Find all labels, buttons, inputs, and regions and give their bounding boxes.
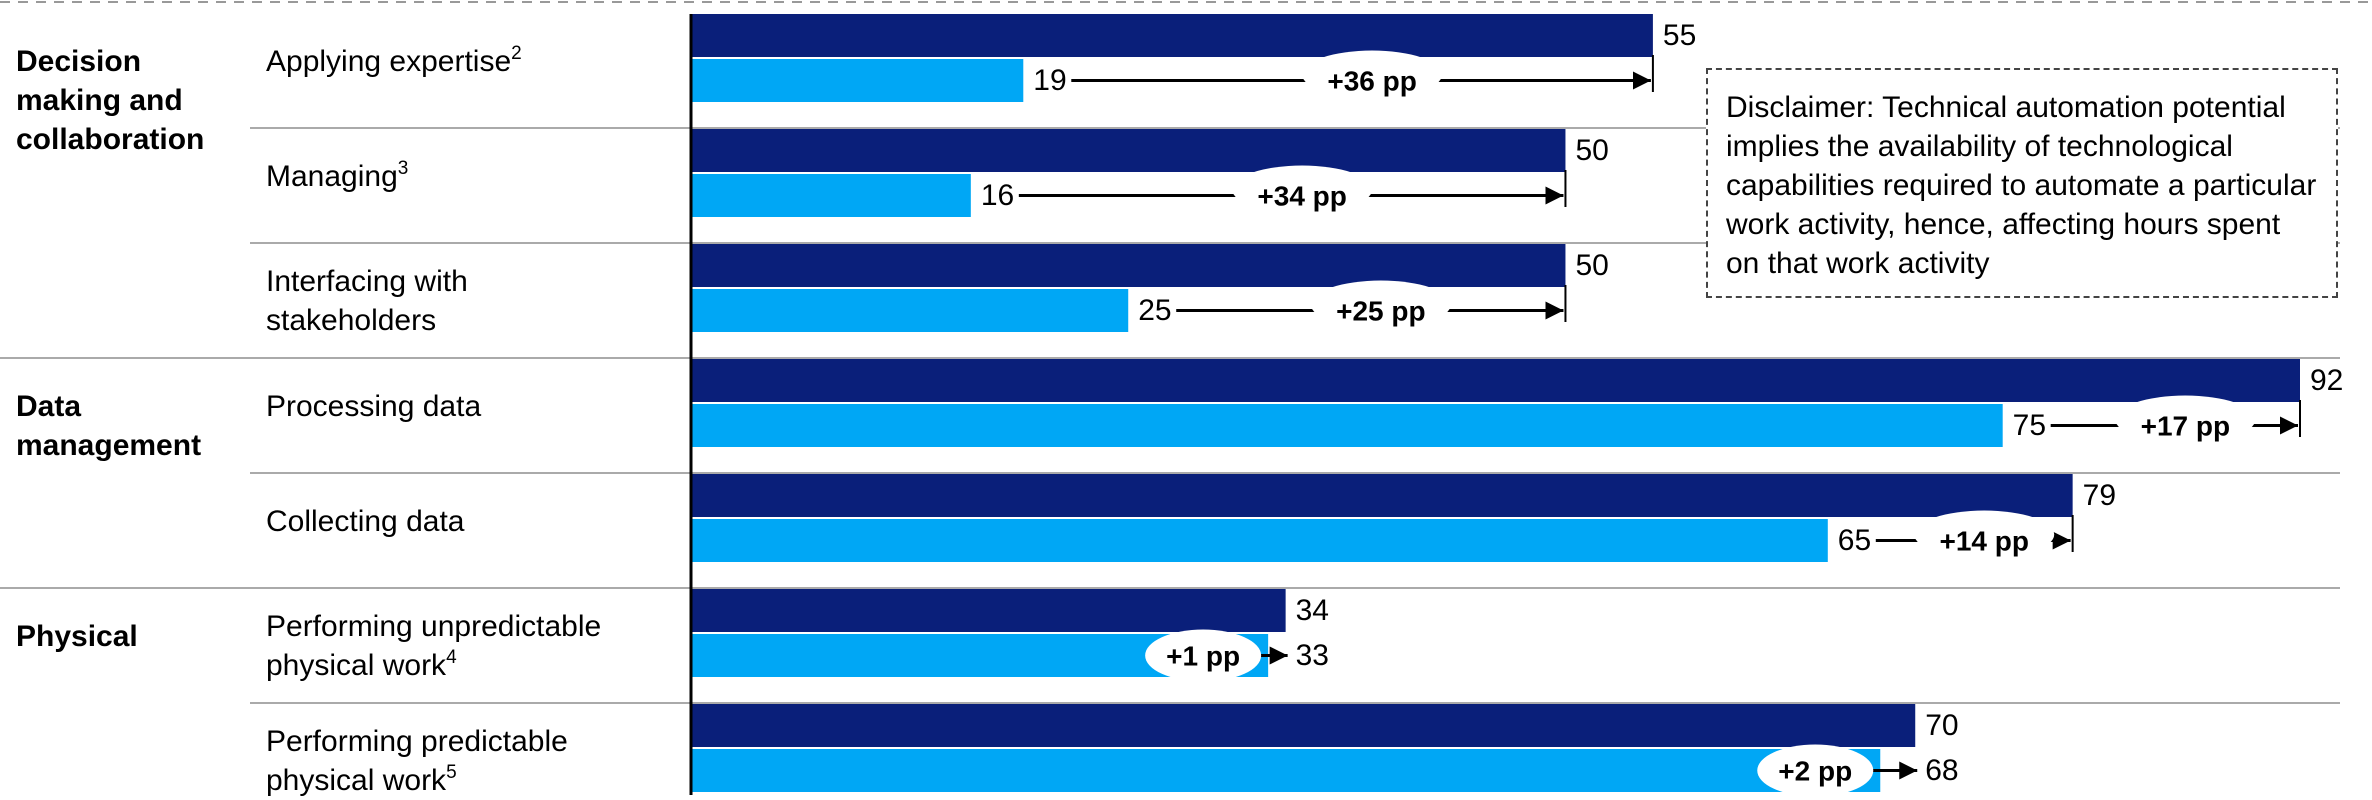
bar-series-1	[691, 359, 2300, 402]
activity-label: Processing data	[266, 387, 686, 426]
activity-label-text: Collecting data	[266, 505, 465, 538]
difference-label: +14 pp	[1939, 526, 2028, 557]
category-group-label: Decision making and collaboration	[16, 45, 205, 156]
category-group-label: Data management	[16, 390, 202, 462]
difference-bubble	[1310, 280, 1451, 329]
category-group-label: Physical	[16, 620, 138, 653]
difference-label: +17 pp	[2141, 411, 2230, 442]
difference-label: +1 pp	[1166, 641, 1240, 672]
footnote-marker: 5	[446, 762, 457, 783]
difference-bubble	[1232, 165, 1373, 214]
bar-series-2	[691, 404, 2003, 447]
bar-series-1	[691, 704, 1916, 747]
bar-series-2	[691, 749, 1881, 792]
activity-label-text: Interfacing with stakeholders	[266, 265, 468, 337]
footnote-marker: 4	[446, 647, 457, 668]
activity-label-text: Processing data	[266, 390, 482, 423]
data-label-series-2: 25	[1138, 294, 1171, 327]
activity-label: Applying expertise2	[266, 42, 686, 81]
difference-label: +25 pp	[1336, 296, 1425, 327]
difference-label: +36 pp	[1327, 66, 1416, 97]
difference-bubble	[1757, 744, 1874, 795]
difference-bubble	[1914, 510, 2055, 559]
data-label-series-1: 50	[1575, 249, 1608, 282]
difference-bubble	[1145, 629, 1262, 682]
data-label-series-2: 19	[1033, 64, 1066, 97]
activity-label: Performing unpredictable physical work4	[266, 607, 646, 685]
bar-series-1	[691, 474, 2073, 517]
activity-label-text: Applying expertise	[266, 45, 512, 78]
activity-label-text: Performing predictable physical work	[266, 725, 568, 797]
data-label-series-1: 70	[1925, 709, 1958, 742]
data-label-series-2: 33	[1296, 639, 1329, 672]
data-label-series-1: 55	[1663, 19, 1696, 52]
bar-series-2	[691, 519, 1828, 562]
data-label-series-2: 75	[2013, 409, 2046, 442]
difference-bubble	[1302, 50, 1443, 99]
data-label-series-1: 92	[2310, 364, 2343, 397]
difference-label: +34 pp	[1257, 181, 1346, 212]
activity-label: Managing3	[266, 157, 686, 196]
activity-label-text: Performing unpredictable physical work	[266, 610, 602, 682]
bar-series-2	[691, 289, 1129, 332]
data-label-series-2: 65	[1838, 524, 1871, 557]
data-label-series-1: 34	[1296, 594, 1329, 627]
bar-series-1	[691, 14, 1653, 57]
bar-series-1	[691, 589, 1286, 632]
activity-label: Performing predictable physical work5	[266, 722, 646, 800]
data-label-series-2: 68	[1925, 754, 1958, 787]
bar-series-2	[691, 174, 971, 217]
activity-label-text: Managing	[266, 160, 398, 193]
bar-series-1	[691, 244, 1566, 287]
disclaimer-box: Disclaimer: Technical automation potenti…	[1706, 68, 2338, 298]
footnote-marker: 2	[511, 43, 522, 64]
data-label-series-1: 50	[1575, 134, 1608, 167]
difference-label: +2 pp	[1778, 756, 1852, 787]
activity-label: Interfacing with stakeholders	[266, 262, 646, 340]
difference-bubble	[2115, 395, 2256, 444]
data-label-series-2: 16	[981, 179, 1014, 212]
footnote-marker: 3	[397, 158, 409, 179]
bar-series-2	[691, 59, 1024, 102]
activity-label: Collecting data	[266, 502, 686, 541]
data-label-series-1: 79	[2083, 479, 2116, 512]
bar-series-1	[691, 129, 1566, 172]
